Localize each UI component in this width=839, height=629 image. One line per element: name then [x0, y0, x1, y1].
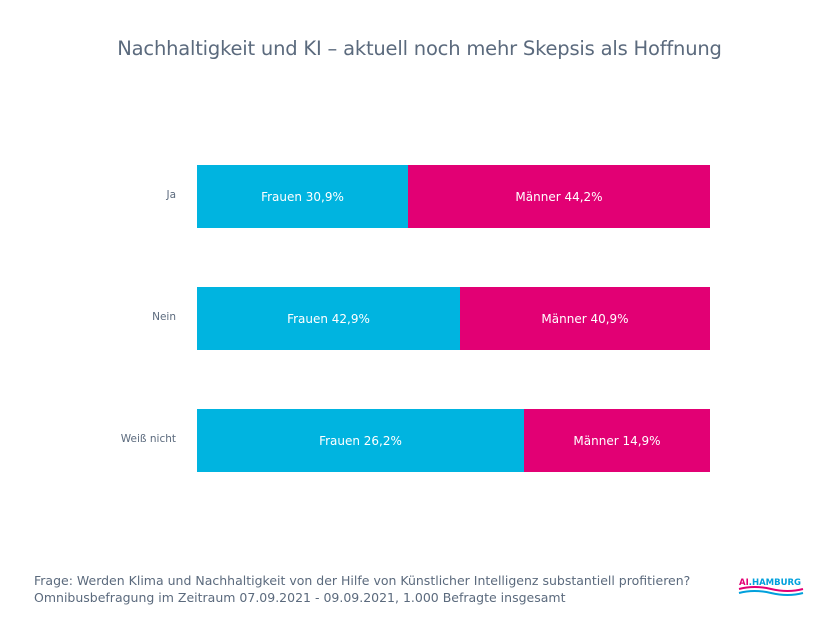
footer-survey-info: Omnibusbefragung im Zeitraum 07.09.2021 …: [34, 590, 566, 605]
bar-segment-frauen: Frauen 42,9%: [197, 287, 460, 350]
bar-segment-maenner: Männer 14,9%: [524, 409, 710, 472]
data-label: Frauen 26,2%: [319, 433, 402, 448]
bar-segment-maenner: Männer 40,9%: [460, 287, 710, 350]
logo-wave-blue: [738, 590, 804, 596]
category-label: Nein: [152, 310, 176, 323]
bar-segment-maenner: Männer 44,2%: [408, 165, 710, 228]
chart-title: Nachhaltigkeit und KI – aktuell noch meh…: [117, 37, 722, 60]
logo-part-ai: AI: [739, 578, 749, 588]
footer-note: Frage: Werden Klima und Nachhaltigkeit v…: [34, 572, 690, 606]
bar-segment-frauen: Frauen 26,2%: [197, 409, 524, 472]
data-label: Frauen 42,9%: [287, 311, 370, 326]
data-label: Männer 40,9%: [541, 311, 629, 326]
data-label: Männer 14,9%: [573, 433, 661, 448]
logo-wave-pink: [738, 586, 804, 592]
svg-text:AI.HAMBURG: AI.HAMBURG: [739, 578, 801, 588]
ai-hamburg-logo: AI.HAMBURG: [738, 578, 804, 596]
data-label: Männer 44,2%: [515, 189, 603, 204]
bar-segment-frauen: Frauen 30,9%: [197, 165, 408, 228]
category-label: Weiß nicht: [120, 432, 176, 445]
logo-part-hamburg: .HAMBURG: [749, 578, 801, 588]
data-label: Frauen 30,9%: [261, 189, 344, 204]
footer-question: Frage: Werden Klima und Nachhaltigkeit v…: [34, 573, 691, 588]
category-label: Ja: [166, 188, 176, 201]
